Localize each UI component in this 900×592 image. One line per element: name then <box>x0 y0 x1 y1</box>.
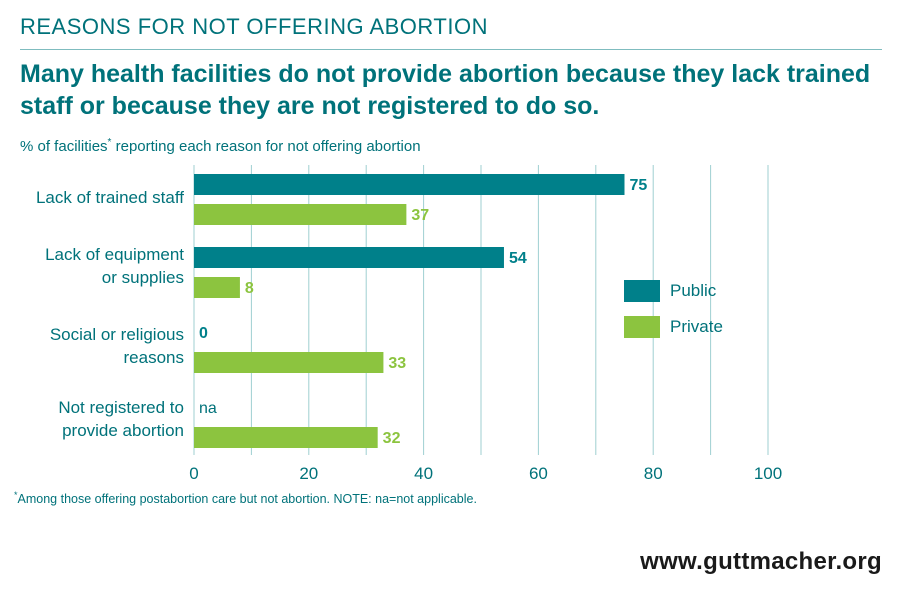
header-divider <box>20 49 882 50</box>
data-label-private: 37 <box>411 207 429 224</box>
footnote-text: Among those offering postabortion care b… <box>17 492 477 507</box>
legend-swatch-public <box>624 280 660 302</box>
category-label: Lack of trained staff <box>0 186 184 209</box>
bar-private <box>194 427 378 448</box>
category-label-line: reasons <box>123 348 184 367</box>
chart-kicker: REASONS FOR NOT OFFERING ABORTION <box>20 14 488 39</box>
bar-public <box>194 174 625 195</box>
bar-private <box>194 352 384 373</box>
category-label: Social or religious reasons <box>0 323 184 369</box>
data-label-public: na <box>199 400 217 417</box>
category-label: Not registered to provide abortion <box>0 396 184 442</box>
x-tick-label: 0 <box>189 464 198 483</box>
category-label-line: Social or religious <box>49 325 184 344</box>
data-label-private: 32 <box>383 430 401 447</box>
data-label-public: 0 <box>199 325 208 342</box>
data-label-private: 33 <box>388 355 406 372</box>
subtitle-footnote-mark: * <box>107 137 112 148</box>
footnote: *Among those offering postabortion care … <box>14 490 477 506</box>
category-label-line: Lack of equipment <box>45 245 184 264</box>
data-label-public: 75 <box>630 177 648 194</box>
category-label-line: provide abortion <box>62 421 184 440</box>
subtitle-rest: reporting each reason for not offering a… <box>111 138 421 155</box>
category-label-line: Not registered to <box>58 398 184 417</box>
website-url[interactable]: www.guttmacher.org <box>640 548 882 575</box>
chart-headline: Many health facilities do not provide ab… <box>20 60 871 120</box>
legend-label-public: Public <box>670 281 717 300</box>
x-tick-label: 60 <box>529 464 548 483</box>
category-label: Lack of equipment or supplies <box>0 243 184 289</box>
subtitle-main: % of facilities <box>20 138 108 155</box>
bar-private <box>194 204 407 225</box>
category-label-line: Lack of trained staff <box>35 188 184 207</box>
bar-public <box>194 247 504 268</box>
data-label-private: 8 <box>245 280 254 297</box>
footnote-mark: * <box>14 490 18 500</box>
x-tick-label: 40 <box>414 464 433 483</box>
x-tick-label: 80 <box>644 464 663 483</box>
legend-label-private: Private <box>670 317 723 336</box>
legend-swatch-private <box>624 316 660 338</box>
x-tick-label: 100 <box>754 464 782 483</box>
category-label-line: or supplies <box>101 268 184 287</box>
bar-private <box>194 277 240 298</box>
chart-subtitle: % of facilities* reporting each reason f… <box>20 137 421 155</box>
data-label-public: 54 <box>509 250 527 267</box>
x-tick-label: 20 <box>299 464 318 483</box>
